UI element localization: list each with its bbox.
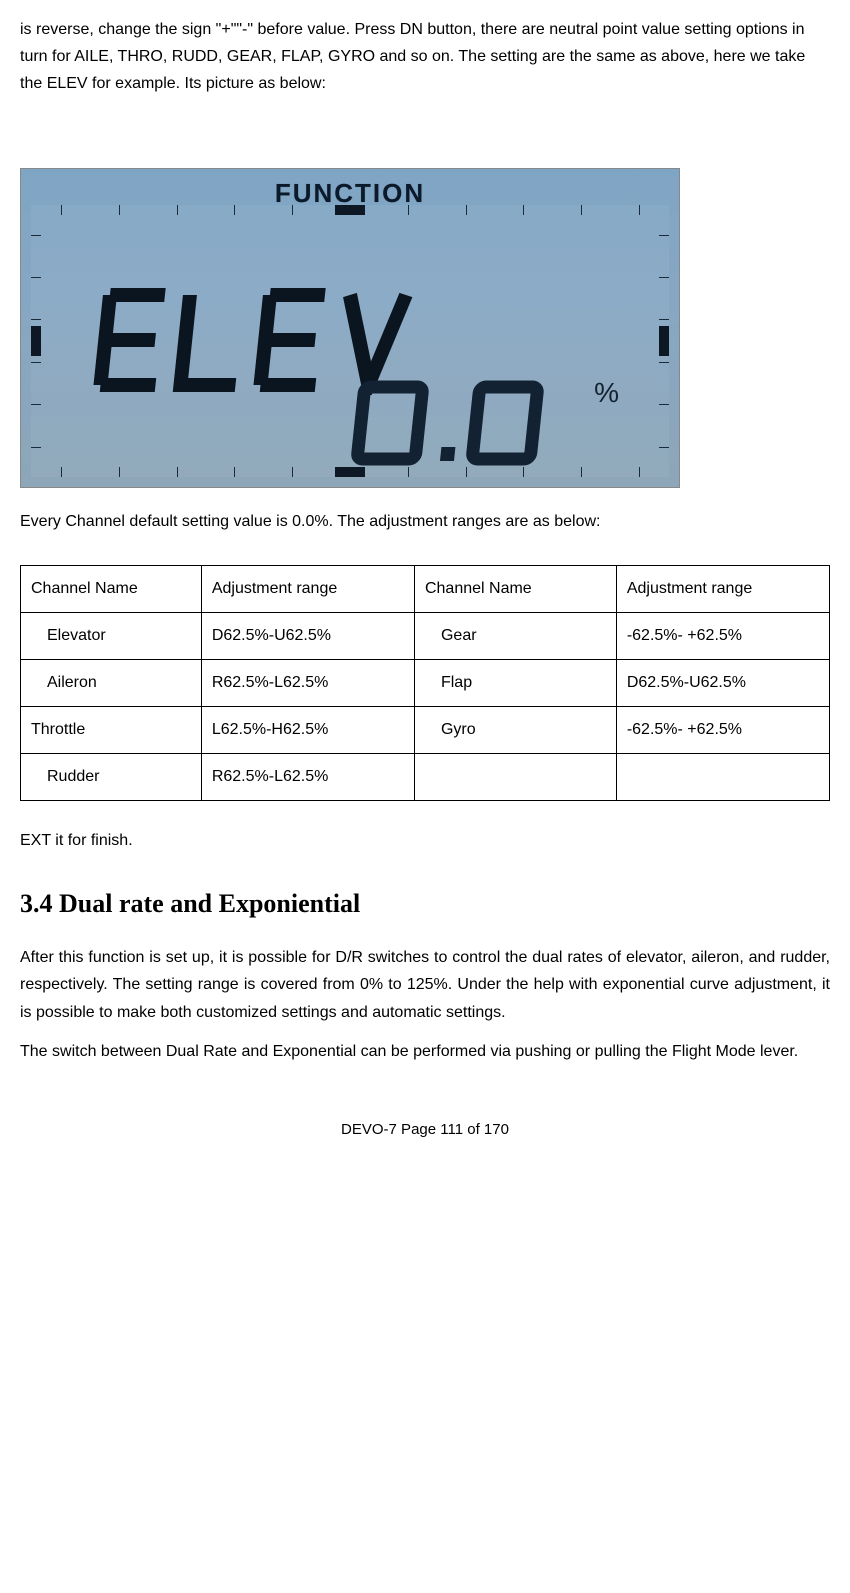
lcd-value-icon (351, 375, 561, 470)
lcd-percent-icon: % (594, 369, 619, 417)
table-cell: D62.5%-U62.5% (201, 612, 414, 659)
table-cell: L62.5%-H62.5% (201, 706, 414, 753)
lcd-scale-top (61, 205, 639, 215)
table-cell: Gear (414, 612, 616, 659)
table-cell: Aileron (21, 659, 202, 706)
table-cell: Gyro (414, 706, 616, 753)
lcd-image-wrapper: FUNCTION (20, 168, 830, 488)
ext-line: EXT it for finish. (20, 827, 830, 854)
table-header-cell: Channel Name (414, 565, 616, 612)
table-cell: Throttle (21, 706, 202, 753)
table-cell: D62.5%-U62.5% (616, 659, 829, 706)
lcd-scale-left (31, 235, 41, 447)
adjustment-range-table: Channel Name Adjustment range Channel Na… (20, 565, 830, 801)
table-cell: -62.5%- +62.5% (616, 706, 829, 753)
table-cell: Elevator (21, 612, 202, 659)
table-cell: Flap (414, 659, 616, 706)
table-header-cell: Adjustment range (616, 565, 829, 612)
table-header-cell: Channel Name (21, 565, 202, 612)
table-row: Elevator D62.5%-U62.5% Gear -62.5%- +62.… (21, 612, 830, 659)
body-paragraph-1: After this function is set up, it is pos… (20, 944, 830, 1026)
page-footer: DEVO-7 Page 111 of 170 (20, 1117, 830, 1143)
table-cell: R62.5%-L62.5% (201, 659, 414, 706)
table-header-row: Channel Name Adjustment range Channel Na… (21, 565, 830, 612)
table-cell: -62.5%- +62.5% (616, 612, 829, 659)
section-heading: 3.4 Dual rate and Exponiential (20, 882, 830, 926)
table-cell (616, 753, 829, 800)
table-row: Rudder R62.5%-L62.5% (21, 753, 830, 800)
table-cell: R62.5%-L62.5% (201, 753, 414, 800)
after-image-paragraph: Every Channel default setting value is 0… (20, 508, 830, 535)
lcd-screen: FUNCTION (20, 168, 680, 488)
table-row: Aileron R62.5%-L62.5% Flap D62.5%-U62.5% (21, 659, 830, 706)
lcd-inner-box: % (31, 205, 669, 477)
table-header-cell: Adjustment range (201, 565, 414, 612)
table-row: Throttle L62.5%-H62.5% Gyro -62.5%- +62.… (21, 706, 830, 753)
intro-paragraph: is reverse, change the sign "+""-" befor… (20, 16, 830, 98)
table-cell: Rudder (21, 753, 202, 800)
body-paragraph-2: The switch between Dual Rate and Exponen… (20, 1038, 830, 1065)
lcd-scale-right (659, 235, 669, 447)
table-cell (414, 753, 616, 800)
